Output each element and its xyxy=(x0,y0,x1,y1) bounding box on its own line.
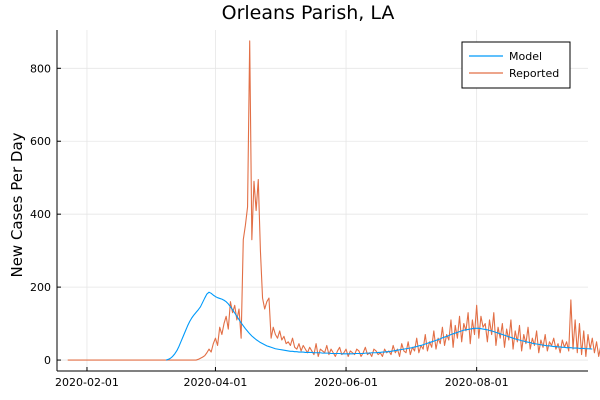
x-tick-label: 2020-04-01 xyxy=(183,376,247,389)
legend-label-model: Model xyxy=(509,50,542,63)
y-tick-label: 800 xyxy=(30,62,51,75)
chart-title: Orleans Parish, LA xyxy=(222,2,395,24)
series-line-reported xyxy=(67,40,600,361)
ticks-group: 2020-02-01 2020-04-01 2020-06-01 2020-08-01… xyxy=(30,62,509,389)
legend-box xyxy=(461,41,571,89)
y-tick-label: 200 xyxy=(30,281,51,294)
x-tick-label: 2020-06-01 xyxy=(314,376,378,389)
legend: Model Reported xyxy=(461,41,571,89)
y-axis-label: New Cases Per Day xyxy=(8,132,26,277)
series-group xyxy=(67,40,600,361)
y-tick-label: 0 xyxy=(44,354,51,367)
x-tick-label: 2020-08-01 xyxy=(445,376,509,389)
series-line-model xyxy=(166,291,593,361)
legend-label-reported: Reported xyxy=(509,67,559,80)
axes xyxy=(56,30,588,372)
x-tick-label: 2020-02-01 xyxy=(55,376,119,389)
y-tick-label: 400 xyxy=(30,208,51,221)
y-tick-label: 600 xyxy=(30,135,51,148)
